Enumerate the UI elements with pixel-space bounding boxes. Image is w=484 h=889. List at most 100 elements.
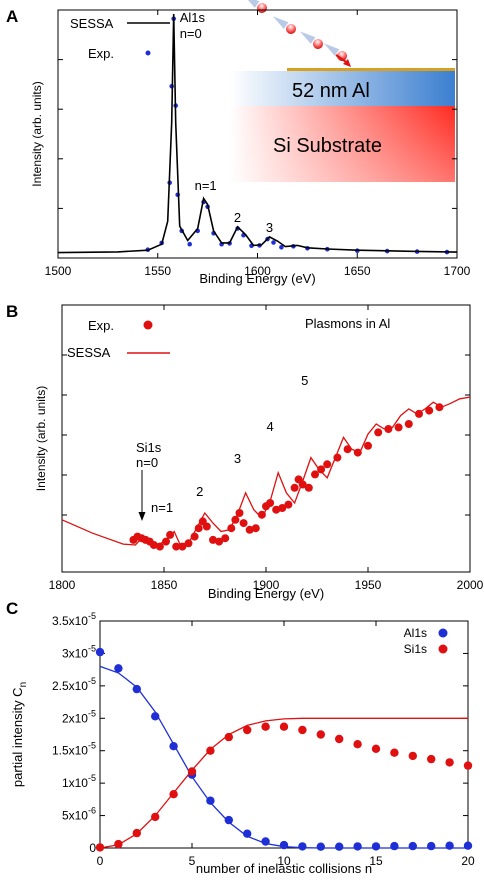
panel-b-exp-point: [166, 530, 175, 539]
substrate-fade: [230, 106, 455, 182]
legend-c-si1s-label: Si1s: [404, 642, 427, 656]
panel-c-al1s-point: [335, 842, 344, 851]
legend-b-exp-swatch: [143, 320, 153, 330]
panel-c-si1s-point: [408, 751, 417, 761]
panel-a-x-tick-label: 1650: [344, 264, 371, 278]
panel-b-exp-point: [149, 541, 158, 549]
panel-b-exp-point: [172, 542, 181, 551]
panel-b-x-axis-label: Binding Energy (eV): [208, 586, 324, 601]
panel-a-chart: 52 nm Al Si Substrate 1500 1550 1600 1650 17…: [30, 0, 471, 286]
panel-a-sessa-line: [57, 13, 458, 254]
panel-a-y-axis-label: Intensity (arb. units): [30, 81, 44, 186]
annotation-si-n2: 2: [196, 484, 203, 499]
panel-label-c: C: [6, 599, 18, 618]
panel-c-si1s-point: [114, 839, 123, 849]
panel-c-al1s-point: [261, 837, 270, 846]
legend-b-exp-label: Exp.: [88, 318, 114, 333]
panel-label-a: A: [6, 7, 18, 26]
annotation-si-n1: n=1: [151, 500, 173, 515]
panel-b-exp-point: [415, 409, 423, 418]
panel-c-al1s-point: [169, 742, 178, 751]
panel-c-si1s-point: [298, 725, 307, 735]
panel-c-y-axis-label: partial intensity Cn: [10, 682, 29, 787]
panel-c-y-tick-label: 2.5x10-5: [52, 676, 96, 693]
panel-c-x-axis-label: number of inelastic collisions n: [196, 861, 372, 876]
panel-label-b: B: [6, 302, 18, 321]
annotation-si-n5: 5: [301, 373, 308, 388]
panel-c-x-tick-label: 10: [277, 854, 291, 868]
panel-b-exp-point: [404, 420, 413, 428]
panel-c-si1s-point: [371, 744, 381, 753]
panel-b-plot-frame: [61, 304, 471, 573]
panel-b-exp-point: [162, 537, 170, 546]
panel-c-al1s-point: [390, 841, 399, 851]
panel-c-x-tick-label: 0: [97, 854, 104, 868]
panel-c-x-tick-label: 15: [369, 854, 383, 868]
panel-c-si1s-point: [463, 761, 473, 770]
gold-surface: [287, 68, 455, 71]
panel-c-si1s-point: [335, 734, 344, 744]
panel-b-exp-point: [194, 524, 203, 533]
panel-b-x-tick-label: 2000: [457, 578, 484, 592]
panel-c-si1s-point: [316, 730, 325, 739]
annotation-si-arrow-head: [138, 512, 146, 521]
panel-c-x-tick-label: 5: [189, 854, 196, 868]
panel-a-x-tick-label: 1550: [144, 264, 171, 278]
panel-c-al1s-point: [371, 842, 381, 851]
panel-c-y-tick-label: 0: [89, 841, 96, 855]
panel-a-x-tick-label: 1500: [45, 264, 72, 278]
panel-c-si1s-point: [279, 722, 289, 731]
panel-c-y-tick-label: 2x10-5: [62, 708, 96, 725]
panel-b-exp-point: [266, 499, 275, 507]
panel-b-exp-point: [333, 453, 342, 462]
panel-c-si1s-point: [224, 732, 233, 742]
annotation-si-n0: n=0: [136, 455, 158, 470]
panel-b-exp-point: [394, 423, 403, 432]
panel-b-exp-point: [221, 534, 230, 543]
panel-b-exp-point: [257, 510, 266, 519]
panel-b-exp-point: [184, 539, 193, 548]
legend-a-exp-swatch: [145, 50, 151, 56]
annotation-al-n0: n=0: [180, 26, 202, 41]
panel-b-x-tick-label: 1800: [49, 578, 76, 592]
panel-b-exp-point: [317, 465, 326, 474]
panel-c-chart: 0 5 10 15 20 0 5x10-6 1x10-5 1.5x10-5 2x10-5 2.5x1…: [10, 611, 475, 876]
panel-c-y-tick-label: 3x10-5: [62, 643, 96, 660]
panel-b-exp-point: [290, 483, 299, 492]
panel-b-exp-point: [178, 542, 187, 551]
panel-b-x-tick-label: 1900: [253, 578, 280, 592]
panel-b-exp-point: [374, 428, 383, 437]
panel-c-al1s-point: [408, 841, 417, 851]
panel-c-al1s-point: [224, 815, 233, 825]
panel-b-exp-point: [304, 483, 313, 492]
legend-a-sessa-label: SESSA: [70, 16, 114, 31]
panel-c-si1s-point: [427, 754, 436, 764]
panel-b-x-tick-label: 1950: [355, 578, 382, 592]
panel-b-exp-point: [202, 522, 211, 531]
panel-b-chart: 1800 1850 1900 1950 2000 Binding Energy (eV) I…: [34, 304, 484, 601]
panel-b-y-axis-label: Intensity (arb. units): [34, 386, 48, 491]
panel-c-si1s-point: [353, 740, 362, 749]
film-label: 52 nm Al: [292, 80, 370, 102]
panel-c-y-tick-label: 5x10-6: [62, 806, 96, 823]
panel-b-exp-point: [231, 515, 240, 524]
panel-c-al1s-point: [243, 829, 252, 838]
panel-b-exp-point: [239, 519, 248, 528]
panel-b-title: Plasmons in Al: [305, 316, 390, 331]
panel-b-exp-point: [272, 505, 281, 514]
panel-b-exp-point: [278, 504, 287, 512]
panel-c-al1s-point: [132, 684, 141, 694]
panel-b-exp-point: [353, 448, 362, 457]
legend-c-si1s-swatch: [438, 644, 448, 654]
legend-c-al1s-swatch: [438, 628, 448, 638]
panel-c-si1s-point: [132, 828, 141, 838]
panel-c-al1s-point: [298, 842, 307, 851]
film-block: [230, 71, 455, 106]
annotation-al-n1: n=1: [195, 178, 217, 193]
panel-b-exp-point: [343, 445, 352, 454]
panel-a-x-tick-label: 1700: [444, 264, 471, 278]
panel-c-si1s-point: [187, 767, 197, 776]
panel-b-exp-point: [155, 542, 164, 551]
legend-c-al1s-label: Al1s: [404, 626, 427, 640]
